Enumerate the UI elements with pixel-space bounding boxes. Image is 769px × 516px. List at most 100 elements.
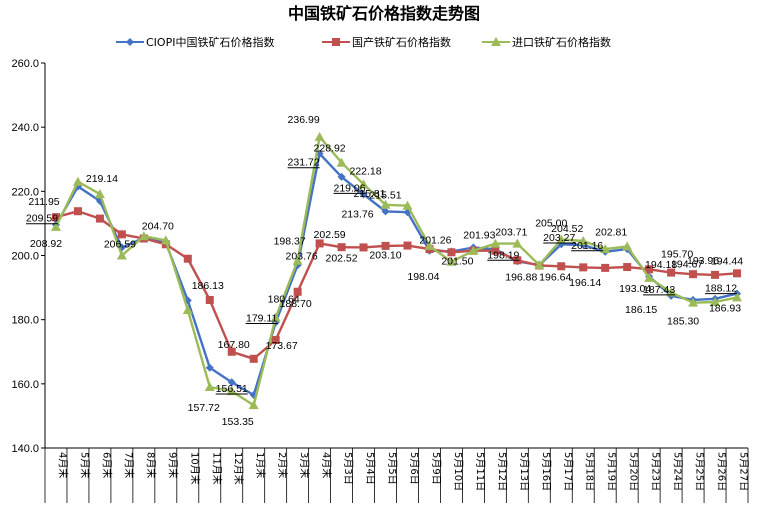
series-0 [51,149,742,400]
point-marker [710,297,721,307]
point-marker [51,213,60,222]
point-marker [270,312,281,322]
legend-label-domestic: 国产铁矿石价格指数 [352,35,451,49]
data-label: 196.64 [539,271,571,283]
point-marker [73,207,82,216]
data-label: 186.15 [625,304,657,316]
data-label: 188.70 [280,298,312,310]
data-label: 206.59 [104,238,136,250]
x-tick-label: 6月末 [100,452,113,478]
data-label: 193.04 [619,283,651,295]
point-marker [182,305,193,315]
data-label: 236.99 [288,114,320,126]
data-labels: 211.95 209.59 208.92 219.14 206.59 204.70 186.… [26,114,743,428]
point-marker [337,172,346,181]
y-tick-label: 200.0 [11,251,39,263]
series-line-2 [54,135,738,407]
point-marker [205,295,214,304]
y-tick-label: 220.0 [11,186,39,198]
data-label: 204.70 [142,220,174,232]
x-tick-label: 5月25日 [694,452,706,491]
point-marker [381,207,390,216]
data-label: 219.14 [86,173,118,185]
legend: CIOPI中国铁矿石价格指数 国产铁矿石价格指数 进口铁矿石价格指数 [116,35,611,49]
point-marker [381,241,390,250]
x-tick-label: 5月16日 [540,452,552,491]
point-marker [227,347,236,356]
data-label: 173.67 [266,340,298,352]
point-marker [623,263,632,272]
point-marker [249,354,258,363]
x-tick-label: 11月末 [210,452,223,485]
series-2 [50,131,743,410]
x-tick-label: 1月末 [254,452,267,478]
x-tick-label: 5月24日 [672,452,684,491]
x-tick-label: 5月10日 [452,452,464,491]
x-tick-label: 12月末 [232,452,245,485]
data-label: 194.67 [671,259,703,271]
data-label: 215.81 [353,188,385,200]
data-label: 203.76 [286,250,318,262]
data-label: 179.11 [246,313,277,325]
data-label: 180.64 [268,294,300,306]
point-marker [534,260,545,270]
x-tick-label: 8月末 [144,452,157,478]
legend-item-imported: 进口铁矿石价格指数 [482,35,611,49]
legend-marker-imported [491,37,501,46]
y-axis-ticks: 140.0 160.0 180.0 200.0 220.0 240.0 260.0 [11,58,45,455]
x-tick-label: 5月17日 [562,452,574,491]
point-marker [689,270,698,279]
x-tick-label: 5月3日 [342,452,354,485]
point-marker [491,246,500,255]
legend-marker-ciopi [126,38,134,46]
x-tick-label: 5月20日 [628,452,640,491]
y-tick-label: 180.0 [11,315,39,327]
data-label: 196.88 [505,272,537,284]
data-label: 195.70 [661,248,693,260]
point-marker [490,238,501,248]
data-label: 198.37 [274,236,306,248]
data-label: 204.52 [551,223,583,235]
x-tick-label: 7月末 [122,452,135,478]
x-tick-label: 5月12日 [496,452,508,491]
data-label: 222.18 [349,165,381,177]
data-label: 156.51 [216,383,248,395]
point-marker [556,234,567,244]
data-label: 193.96 [687,255,719,267]
data-label: 205.00 [535,217,567,229]
point-marker [644,272,655,282]
data-label: 202.52 [325,252,357,264]
data-label: 187.43 [643,284,675,296]
point-marker [732,292,743,302]
point-marker [733,269,742,278]
x-tick-label: 3月末 [298,452,311,478]
x-tick-label: 5月27日 [738,452,750,491]
x-tick-label: 4月末 [320,452,333,478]
data-label: 157.72 [188,402,220,414]
data-label: 228.92 [314,143,346,155]
series-layer [50,131,743,410]
data-label: 231.72 [288,157,320,169]
data-label: 203.71 [495,227,527,239]
x-tick-label: 5月4日 [364,452,376,485]
data-label: 194.44 [711,255,743,267]
point-marker [50,221,61,231]
point-marker [403,241,412,250]
point-marker [337,243,346,252]
point-marker [293,287,302,296]
point-marker [271,335,280,344]
point-marker [601,263,610,272]
x-tick-label: 5月26日 [716,452,728,491]
point-marker [468,245,479,255]
x-tick-label: 5月11日 [474,452,486,491]
point-marker [314,131,325,141]
point-marker [359,190,368,199]
data-label: 196.14 [569,277,601,289]
x-tick-label: 9月末 [166,452,179,478]
point-marker [205,363,214,372]
x-tick-label: 5月末 [78,452,91,478]
legend-label-ciopi: CIOPI中国铁矿石价格指数 [146,35,274,49]
point-marker [226,386,237,396]
point-marker [95,214,104,223]
x-tick-label: 5月18日 [584,452,596,491]
